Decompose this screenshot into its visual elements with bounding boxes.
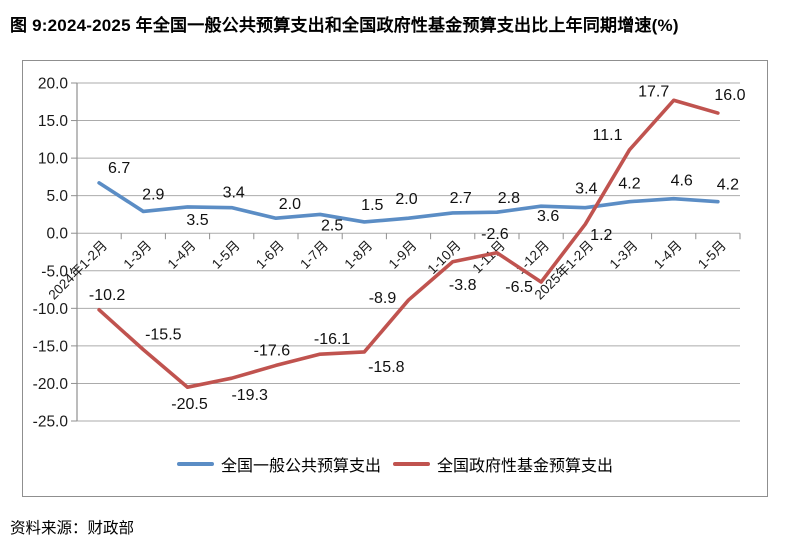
svg-text:-2.6: -2.6 xyxy=(481,226,509,243)
svg-text:2.0: 2.0 xyxy=(279,196,301,213)
chart-svg: 20.0 15.0 10.0 5.0 0.0 -5.0 -10.0 -15.0 -20.0 -25… xyxy=(33,76,746,431)
svg-text:-15.0: -15.0 xyxy=(33,338,69,355)
svg-text:1-9月: 1-9月 xyxy=(386,238,420,272)
svg-text:1-5月: 1-5月 xyxy=(209,238,243,272)
svg-text:20.0: 20.0 xyxy=(38,76,69,93)
svg-text:15.0: 15.0 xyxy=(38,113,69,130)
svg-text:-20.0: -20.0 xyxy=(33,376,69,393)
svg-text:1-6月: 1-6月 xyxy=(253,238,287,272)
svg-text:1-5月: 1-5月 xyxy=(695,238,729,272)
svg-text:1.2: 1.2 xyxy=(590,227,612,244)
svg-text:4.6: 4.6 xyxy=(671,173,693,190)
svg-text:-15.5: -15.5 xyxy=(145,327,182,344)
svg-text:2.9: 2.9 xyxy=(142,186,164,203)
svg-text:-17.6: -17.6 xyxy=(254,342,291,359)
svg-text:4.2: 4.2 xyxy=(618,176,640,193)
chart-frame: 20.0 15.0 10.0 5.0 0.0 -5.0 -10.0 -15.0 -20.0 -25… xyxy=(22,60,768,497)
svg-text:-6.5: -6.5 xyxy=(505,279,533,296)
svg-text:1-4月: 1-4月 xyxy=(165,238,199,272)
svg-text:5.0: 5.0 xyxy=(46,188,68,205)
svg-text:2.5: 2.5 xyxy=(321,217,343,234)
legend-item-general-budget: 全国一般公共预算支出 xyxy=(176,452,381,476)
page-title: 图 9:2024-2025 年全国一般公共预算支出和全国政府性基金预算支出比上年… xyxy=(10,16,679,35)
svg-text:-8.9: -8.9 xyxy=(369,290,397,307)
svg-text:3.6: 3.6 xyxy=(537,208,559,225)
svg-text:-3.8: -3.8 xyxy=(449,277,477,294)
svg-text:-5.0: -5.0 xyxy=(41,263,68,280)
svg-text:-20.5: -20.5 xyxy=(171,396,208,413)
svg-text:1-4月: 1-4月 xyxy=(651,238,685,272)
svg-text:1.5: 1.5 xyxy=(361,197,383,214)
svg-text:6.7: 6.7 xyxy=(108,160,130,177)
source-note: 资料来源：财政部 xyxy=(10,520,135,537)
svg-text:3.4: 3.4 xyxy=(223,185,245,202)
svg-text:10.0: 10.0 xyxy=(38,151,69,168)
svg-text:2.8: 2.8 xyxy=(498,190,520,207)
svg-text:-16.1: -16.1 xyxy=(314,331,351,348)
red-line-swatch-icon xyxy=(393,462,430,466)
svg-text:1-3月: 1-3月 xyxy=(120,238,154,272)
svg-text:3.4: 3.4 xyxy=(575,181,597,198)
svg-text:2.7: 2.7 xyxy=(450,190,472,207)
svg-text:3.5: 3.5 xyxy=(186,212,208,229)
svg-text:4.2: 4.2 xyxy=(717,177,739,194)
svg-text:-25.0: -25.0 xyxy=(33,414,69,431)
svg-text:-10.0: -10.0 xyxy=(33,301,69,318)
svg-text:11.1: 11.1 xyxy=(593,127,623,144)
legend-label-general-budget: 全国一般公共预算支出 xyxy=(220,458,381,475)
svg-text:2.0: 2.0 xyxy=(395,191,417,208)
svg-text:-19.3: -19.3 xyxy=(231,387,268,404)
svg-text:-10.2: -10.2 xyxy=(89,287,126,304)
svg-text:1-8月: 1-8月 xyxy=(341,238,375,272)
legend-item-govfund-budget: 全国政府性基金预算支出 xyxy=(393,452,613,476)
svg-text:0.0: 0.0 xyxy=(46,226,68,243)
svg-text:-15.8: -15.8 xyxy=(368,359,405,376)
chart-legend: 全国一般公共预算支出 全国政府性基金预算支出 xyxy=(23,452,767,476)
blue-line-swatch-icon xyxy=(176,462,214,466)
svg-text:17.7: 17.7 xyxy=(638,83,669,100)
legend-label-govfund-budget: 全国政府性基金预算支出 xyxy=(437,458,614,475)
svg-text:1-7月: 1-7月 xyxy=(297,238,331,272)
svg-text:16.0: 16.0 xyxy=(714,87,745,104)
